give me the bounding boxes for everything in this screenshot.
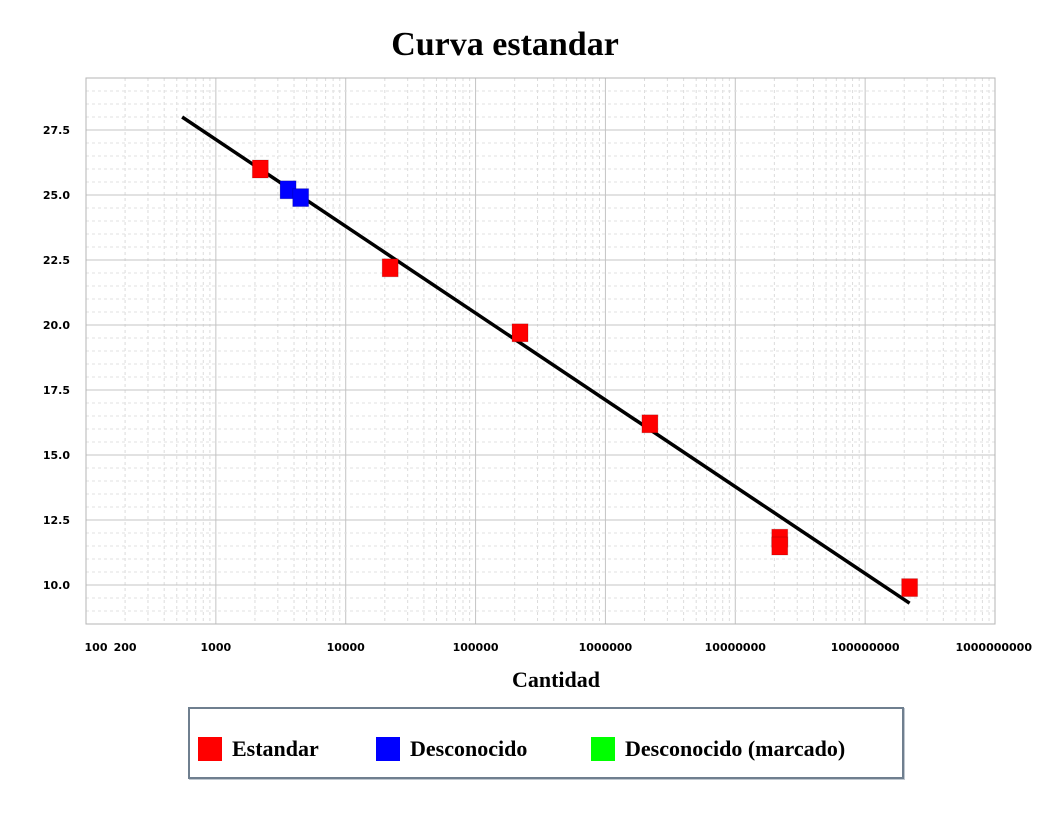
- x-tick-label: 100000: [453, 641, 499, 654]
- data-point: [251, 159, 269, 179]
- data-points: [251, 159, 919, 598]
- y-tick-label: 10.0: [43, 579, 70, 592]
- data-point: [511, 323, 529, 343]
- data-point: [901, 578, 919, 598]
- y-tick-label: 20.0: [43, 319, 70, 332]
- y-tick-label: 12.5: [43, 514, 70, 527]
- legend-swatch-green: [591, 737, 615, 761]
- x-axis-ticks: 100 200 1000 10000 100000 1000000 10000000 1000…: [85, 641, 1033, 654]
- x-tick-label: 1000000: [579, 641, 633, 654]
- legend-label: Desconocido: [410, 736, 528, 761]
- y-tick-label: 22.5: [43, 254, 70, 267]
- x-tick-label: 10000000: [705, 641, 767, 654]
- legend: Estandar Desconocido Desconocido (marcad…: [188, 707, 904, 779]
- plot-area: [85, 77, 996, 625]
- x-tick-label: 10000: [327, 641, 366, 654]
- legend-swatch-blue: [376, 737, 400, 761]
- x-tick-label: 100: [85, 641, 108, 654]
- data-point: [292, 188, 310, 208]
- data-point: [381, 258, 399, 278]
- legend-item-desconocido: Desconocido: [376, 736, 527, 762]
- y-axis-ticks: 10.0 12.5 15.0 17.5 20.0 22.5 25.0 27.5: [43, 124, 70, 592]
- x-tick-label: 100000000: [831, 641, 900, 654]
- x-axis-label: Cantidad: [512, 667, 600, 692]
- y-tick-label: 15.0: [43, 449, 70, 462]
- legend-swatch-red: [198, 737, 222, 761]
- data-point: [641, 414, 659, 434]
- x-tick-label: 1000: [201, 641, 232, 654]
- grid-lines: [86, 78, 995, 624]
- x-tick-label: 200: [114, 641, 137, 654]
- data-point: [771, 536, 789, 556]
- legend-label: Estandar: [232, 736, 319, 761]
- legend-label: Desconocido (marcado): [625, 736, 846, 761]
- chart-title: Curva estandar: [391, 26, 619, 63]
- legend-item-estandar: Estandar: [198, 736, 319, 762]
- y-tick-label: 25.0: [43, 189, 70, 202]
- y-tick-label: 17.5: [43, 384, 70, 397]
- legend-item-desconocido-marcado: Desconocido (marcado): [591, 736, 845, 762]
- x-tick-label: 1000000000: [955, 641, 1032, 654]
- y-tick-label: 27.5: [43, 124, 70, 137]
- standard-curve-chart: Curva estandar 10.0 12.5 15.0 17.5 20.0 22.5 2…: [43, 26, 1033, 692]
